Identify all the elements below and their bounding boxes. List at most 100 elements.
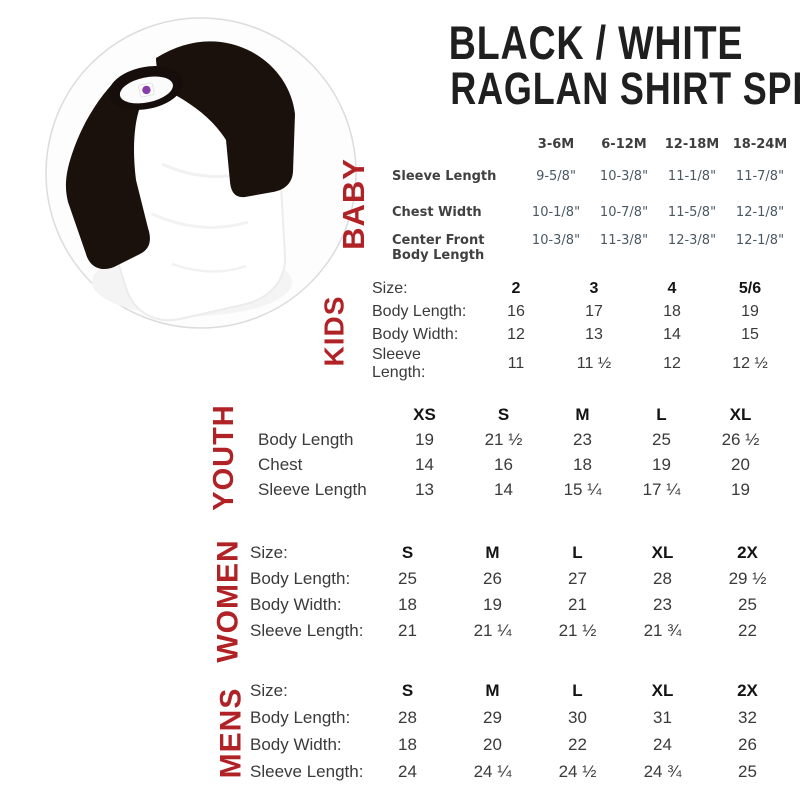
row-label: Sleeve Length: (250, 761, 364, 781)
column-header: 2 (511, 279, 521, 297)
row-label: Size: (372, 279, 408, 297)
shirt-wrinkle (151, 212, 249, 229)
title-line-1: BLACK / WHITE (448, 16, 744, 69)
table-row: Chest 14 16 18 19 20 (258, 452, 780, 477)
spec-value-cell: 23 (653, 595, 672, 614)
column-header: XS (413, 404, 436, 424)
column-header: M (575, 404, 590, 424)
women-size-table: Size: S M L XL 2X Body Length: 25 26 27 … (250, 540, 790, 644)
spec-value-cell: 24 ½ (558, 761, 597, 781)
column-header: XL (651, 543, 674, 562)
table-header-row: Size: 2 3 4 5/6 (372, 277, 789, 300)
spec-value-cell: 21 ½ (558, 621, 597, 640)
spec-value-cell: 28 (653, 569, 672, 588)
column-header: 6-12M (601, 136, 647, 152)
spec-value-cell: 12-1/8" (735, 204, 785, 220)
row-label: Body Length: (250, 707, 351, 727)
spec-value-cell: 12 (507, 325, 525, 343)
spec-value-cell: 11 ½ (576, 355, 612, 372)
table-row: Center Front Body Length 10-3/8" 11-3/8"… (392, 230, 794, 282)
spec-value-cell: 21 ½ (484, 429, 523, 449)
spec-value-cell: 11-1/8" (667, 168, 717, 184)
table-row: Body Length: 25 26 27 28 29 ½ (250, 566, 790, 592)
column-header: 4 (667, 279, 677, 297)
column-header: 2X (737, 543, 758, 562)
spec-value-cell: 22 (738, 621, 757, 640)
spec-value-cell: 32 (738, 707, 757, 727)
column-header: L (572, 543, 583, 562)
table-header-row: Size: S M L XL 2X (250, 540, 790, 566)
table-row: Body Width: 12 13 14 15 (372, 323, 789, 346)
table-row: Sleeve Length: 21 21 ¼ 21 ½ 21 ¾ 22 (250, 618, 790, 644)
table-row: Body Length 19 21 ½ 23 25 26 ½ (258, 427, 780, 452)
row-label: Size: (250, 680, 288, 700)
spec-value-cell: 19 (415, 429, 434, 449)
shirt-sleeve-right (156, 41, 295, 198)
spec-value-cell: 21 (398, 621, 417, 640)
column-header: S (401, 680, 414, 700)
spec-value-cell: 15 (741, 325, 759, 343)
table-row: Chest Width 10-1/8" 10-7/8" 11-5/8" 12-1… (392, 194, 794, 230)
table-row: Sleeve Length 13 14 15 ¼ 17 ¼ 19 (258, 477, 780, 502)
table-row: Sleeve Length: 11 11 ½ 12 12 ½ (372, 346, 789, 382)
mens-size-table: Size: S M L XL 2X Body Length: 28 29 30 … (250, 677, 790, 785)
spec-value-cell: 13 (415, 479, 434, 499)
table-header-row: 3-6M 6-12M 12-18M 18-24M (392, 130, 794, 158)
youth-size-table: XS S M L XL Body Length 19 21 ½ 23 25 26… (258, 402, 780, 502)
spec-value-cell: 25 (738, 595, 757, 614)
spec-value-cell: 24 (398, 761, 417, 781)
spec-value-cell: 14 (494, 479, 513, 499)
section-label-youth: YOUTH (207, 403, 240, 511)
spec-value-cell: 12 (663, 355, 681, 372)
spec-value-cell: 21 (568, 595, 587, 614)
spec-value-cell: 20 (483, 734, 502, 754)
column-header: XL (651, 680, 674, 700)
shirt-photo (42, 14, 360, 332)
spec-value-cell: 22 (568, 734, 587, 754)
spec-value-cell: 21 ¼ (473, 621, 512, 640)
spec-value-cell: 31 (653, 707, 672, 727)
row-label: Size: (250, 543, 288, 562)
spec-value-cell: 12-3/8" (667, 233, 717, 248)
row-label: Sleeve Length: (250, 621, 364, 640)
table-row: Sleeve Length: 24 24 ¼ 24 ½ 24 ¾ 25 (250, 758, 790, 785)
kids-size-table: Size: 2 3 4 5/6 Body Length: 16 17 18 19… (372, 277, 789, 382)
spec-value-cell: 18 (573, 454, 592, 474)
column-header: 18-24M (732, 136, 788, 152)
spec-value-cell: 30 (568, 707, 587, 727)
spec-value-cell: 11-7/8" (735, 168, 785, 184)
row-label: Sleeve Length: (372, 346, 426, 381)
spec-value-cell: 26 (738, 734, 757, 754)
spec-value-cell: 24 (653, 734, 672, 754)
column-header: S (401, 543, 414, 562)
shirt-sleeve-left (65, 78, 150, 270)
spec-value-cell: 10-1/8" (531, 204, 581, 220)
spec-value-cell: 25 (738, 761, 757, 781)
spec-value-cell: 26 (483, 569, 502, 588)
table-header-row: Size: S M L XL 2X (250, 677, 790, 704)
spec-value-cell: 19 (731, 479, 750, 499)
column-header: 12-18M (664, 136, 720, 152)
row-label: Chest Width (392, 204, 482, 220)
spec-value-cell: 15 ¼ (563, 479, 602, 499)
spec-value-cell: 17 (585, 302, 603, 320)
table-row: Body Width: 18 19 21 23 25 (250, 592, 790, 618)
baby-size-table: 3-6M 6-12M 12-18M 18-24M Sleeve Length 9… (392, 130, 794, 282)
row-label: Center Front Body Length (392, 233, 485, 263)
column-header: S (497, 404, 510, 424)
spec-value-cell: 17 ¼ (642, 479, 681, 499)
row-label (258, 402, 385, 427)
shirt-wrinkle (171, 262, 247, 273)
spec-value-cell: 10-7/8" (599, 204, 649, 220)
row-label: Chest (258, 454, 303, 474)
row-label: Body Width: (372, 325, 459, 343)
spec-value-cell: 18 (663, 302, 681, 320)
spec-value-cell: 14 (415, 454, 434, 474)
row-label: Body Width: (250, 734, 342, 754)
table-row: Body Length: 28 29 30 31 32 (250, 704, 790, 731)
column-header: M (485, 543, 500, 562)
spec-value-cell: 12 ½ (732, 355, 768, 372)
spec-value-cell: 29 ½ (728, 569, 767, 588)
spec-value-cell: 10-3/8" (531, 233, 581, 248)
spec-value-cell: 21 ¾ (643, 621, 682, 640)
